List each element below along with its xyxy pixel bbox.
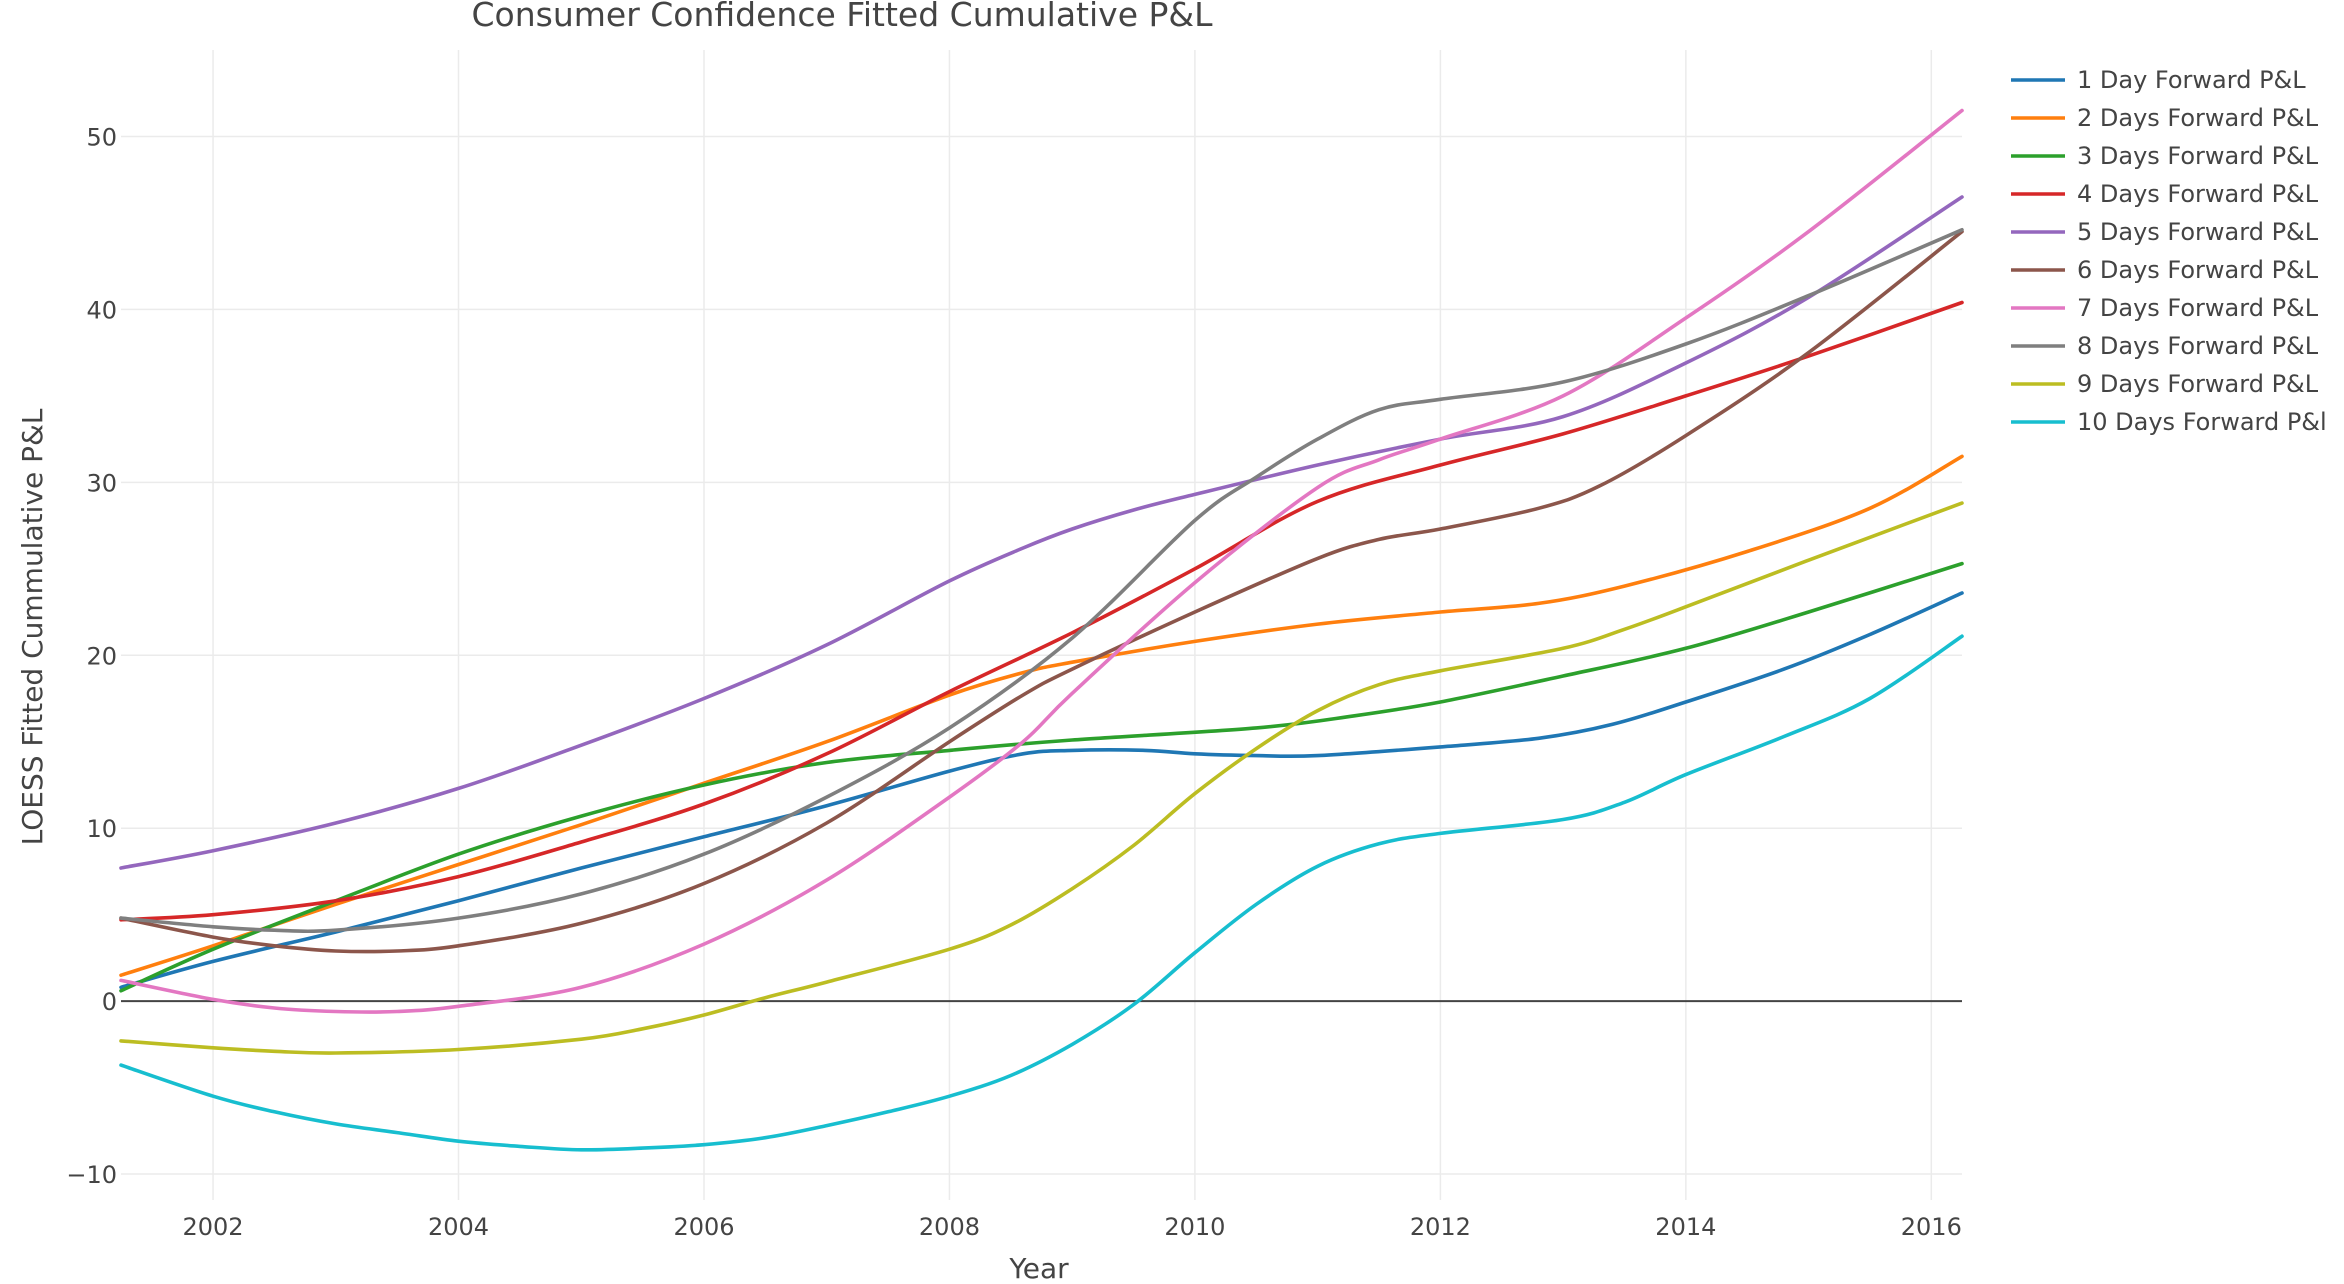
legend-item-7: 7 Days Forward P&L [2011, 294, 2319, 322]
series-line-1 [119, 591, 1964, 990]
series-line-9 [119, 501, 1964, 1055]
legend-label: 1 Day Forward P&L [2077, 66, 2306, 94]
y-tick-label: 0 [102, 988, 117, 1016]
y-tick-label: 50 [86, 123, 117, 151]
x-tick-label: 2006 [673, 1213, 734, 1241]
legend-item-3: 3 Days Forward P&L [2011, 142, 2319, 170]
x-tick-label: 2008 [919, 1213, 980, 1241]
series-line-4 [119, 300, 1964, 922]
legend-item-2: 2 Days Forward P&L [2011, 104, 2319, 132]
legend-label: 4 Days Forward P&L [2077, 180, 2319, 208]
x-tick-label: 2012 [1410, 1213, 1471, 1241]
legend-item-6: 6 Days Forward P&L [2011, 256, 2319, 284]
legend-item-1: 1 Day Forward P&L [2011, 66, 2306, 94]
legend-label: 3 Days Forward P&L [2077, 142, 2319, 170]
series-line-3 [119, 561, 1964, 993]
y-tick-label: 10 [86, 815, 117, 843]
axes: 2002 2004 2006 2008 2010 2012 2014 2016 −10 0 10 20… [66, 123, 1962, 1241]
y-tick-label: 40 [86, 296, 117, 324]
series-line-6 [119, 229, 1964, 954]
legend-item-5: 5 Days Forward P&L [2011, 218, 2319, 246]
y-tick-label: 30 [86, 469, 117, 497]
series-line-2 [119, 454, 1964, 977]
series-line-8 [119, 228, 1964, 934]
grid-lines [121, 50, 1962, 1200]
chart-title: Consumer Confidence Fitted Cumulative P&… [471, 0, 1213, 34]
y-tick-label: 20 [86, 642, 117, 670]
legend-label: 8 Days Forward P&L [2077, 332, 2319, 360]
legend-label: 5 Days Forward P&L [2077, 218, 2319, 246]
series-lines [119, 108, 1964, 1152]
legend-item-4: 4 Days Forward P&L [2011, 180, 2319, 208]
legend-label: 10 Days Forward P&l [2077, 408, 2327, 436]
x-tick-label: 2002 [183, 1213, 244, 1241]
y-tick-label: −10 [66, 1161, 117, 1189]
x-axis-title: Year [1008, 1252, 1069, 1284]
legend-item-8: 8 Days Forward P&L [2011, 332, 2319, 360]
legend: 1 Day Forward P&L 2 Days Forward P&L 3 Day… [2011, 66, 2327, 436]
legend-item-10: 10 Days Forward P&l [2011, 408, 2327, 436]
legend-label: 2 Days Forward P&L [2077, 104, 2319, 132]
legend-label: 9 Days Forward P&L [2077, 370, 2319, 398]
y-axis-title: LOESS Fitted Cummulative P&L [16, 408, 49, 845]
legend-item-9: 9 Days Forward P&L [2011, 370, 2319, 398]
series-line-5 [119, 195, 1964, 870]
series-line-10 [119, 634, 1964, 1152]
x-tick-label: 2004 [428, 1213, 489, 1241]
legend-label: 7 Days Forward P&L [2077, 294, 2319, 322]
x-tick-label: 2014 [1655, 1213, 1716, 1241]
x-tick-label: 2016 [1901, 1213, 1962, 1241]
x-tick-label: 2010 [1164, 1213, 1225, 1241]
legend-label: 6 Days Forward P&L [2077, 256, 2319, 284]
